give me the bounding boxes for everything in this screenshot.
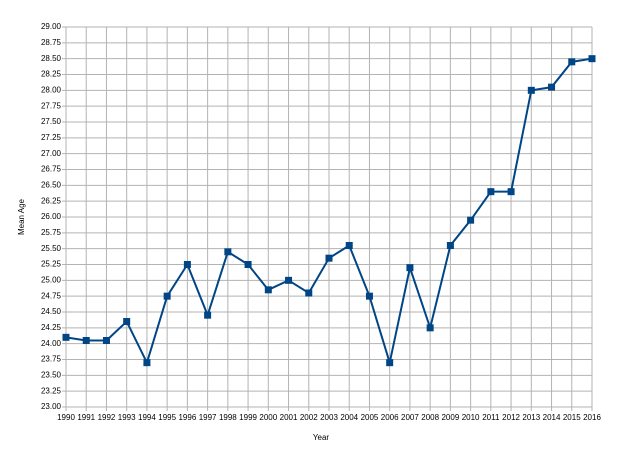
y-tick-label: 25.75 xyxy=(41,228,62,237)
x-tick-label: 1996 xyxy=(178,413,196,422)
data-point xyxy=(244,261,252,268)
y-tick-label: 25.50 xyxy=(41,244,62,253)
x-tick-label: 1992 xyxy=(98,413,116,422)
x-tick-label: 1995 xyxy=(158,413,176,422)
x-tick-label: 2013 xyxy=(522,413,540,422)
data-point xyxy=(102,337,110,344)
y-tick-label: 27.00 xyxy=(41,149,62,158)
y-tick-label: 27.75 xyxy=(41,101,62,110)
y-tick-label: 28.00 xyxy=(41,85,62,94)
x-tick-label: 2009 xyxy=(441,413,459,422)
data-point xyxy=(467,216,475,224)
data-point xyxy=(143,359,151,367)
x-tick-label: 2000 xyxy=(259,413,277,422)
data-point xyxy=(123,318,131,325)
y-tick-label: 26.25 xyxy=(41,196,62,205)
y-tick-label: 23.50 xyxy=(41,370,62,379)
x-tick-label: 2006 xyxy=(381,413,399,422)
x-tick-label: 2004 xyxy=(340,413,358,422)
data-point xyxy=(305,289,313,297)
data-point xyxy=(548,83,556,91)
data-point xyxy=(62,333,70,341)
y-tick-label: 25.25 xyxy=(41,260,62,269)
data-point xyxy=(507,188,515,196)
data-point xyxy=(588,55,596,63)
y-tick-label: 26.75 xyxy=(41,165,62,174)
x-tick-label: 2012 xyxy=(502,413,520,422)
data-point xyxy=(406,264,414,272)
x-tick-label: 1990 xyxy=(57,413,75,422)
x-tick-label: 2011 xyxy=(482,413,500,422)
y-tick-label: 23.25 xyxy=(41,386,62,395)
x-tick-label: 1993 xyxy=(118,413,136,422)
x-tick-label: 2003 xyxy=(320,413,338,422)
y-tick-label: 28.25 xyxy=(41,70,62,79)
y-tick-label: 24.00 xyxy=(41,339,62,348)
data-point xyxy=(183,261,191,268)
y-axis-label: Mean Age xyxy=(17,198,26,235)
data-point xyxy=(345,242,353,249)
x-tick-label: 1994 xyxy=(138,413,156,422)
x-tick-label: 2005 xyxy=(361,413,379,422)
y-tick-label: 25.00 xyxy=(41,275,62,284)
x-tick-label: 2008 xyxy=(421,413,439,422)
data-point xyxy=(527,86,535,94)
data-point xyxy=(446,242,454,249)
x-tick-label: 2015 xyxy=(563,413,581,422)
data-point xyxy=(204,311,212,319)
y-tick-label: 29.00 xyxy=(41,22,62,31)
y-tick-label: 27.25 xyxy=(41,133,62,142)
x-tick-label: 1998 xyxy=(219,413,237,422)
data-point xyxy=(365,292,373,300)
x-tick-label: 2002 xyxy=(300,413,318,422)
y-tick-label: 26.00 xyxy=(41,212,62,221)
data-point xyxy=(487,188,495,196)
x-tick-label: 2014 xyxy=(543,413,561,422)
data-point xyxy=(285,276,293,284)
data-point xyxy=(82,337,90,344)
x-tick-label: 1991 xyxy=(77,413,95,422)
y-tick-label: 23.00 xyxy=(41,402,62,411)
x-tick-label: 2010 xyxy=(462,413,480,422)
data-point xyxy=(568,58,576,66)
data-point xyxy=(224,248,232,256)
data-point xyxy=(264,286,272,294)
x-tick-label: 1999 xyxy=(239,413,257,422)
x-tick-label: 2007 xyxy=(401,413,419,422)
y-tick-label: 28.75 xyxy=(41,38,62,47)
data-point xyxy=(325,254,333,262)
x-tick-label: 2016 xyxy=(583,413,601,422)
x-axis-label: Year xyxy=(313,433,330,442)
x-tick-label: 1997 xyxy=(199,413,217,422)
y-tick-label: 23.75 xyxy=(41,355,62,364)
y-tick-label: 24.50 xyxy=(41,307,62,316)
data-point xyxy=(426,324,434,332)
y-tick-label: 24.75 xyxy=(41,291,62,300)
y-tick-label: 27.50 xyxy=(41,117,62,126)
x-tick-label: 2001 xyxy=(280,413,298,422)
y-tick-label: 26.50 xyxy=(41,180,62,189)
y-tick-label: 24.25 xyxy=(41,323,62,332)
y-tick-label: 28.50 xyxy=(41,54,62,63)
data-point xyxy=(163,292,171,300)
data-point xyxy=(386,359,394,367)
